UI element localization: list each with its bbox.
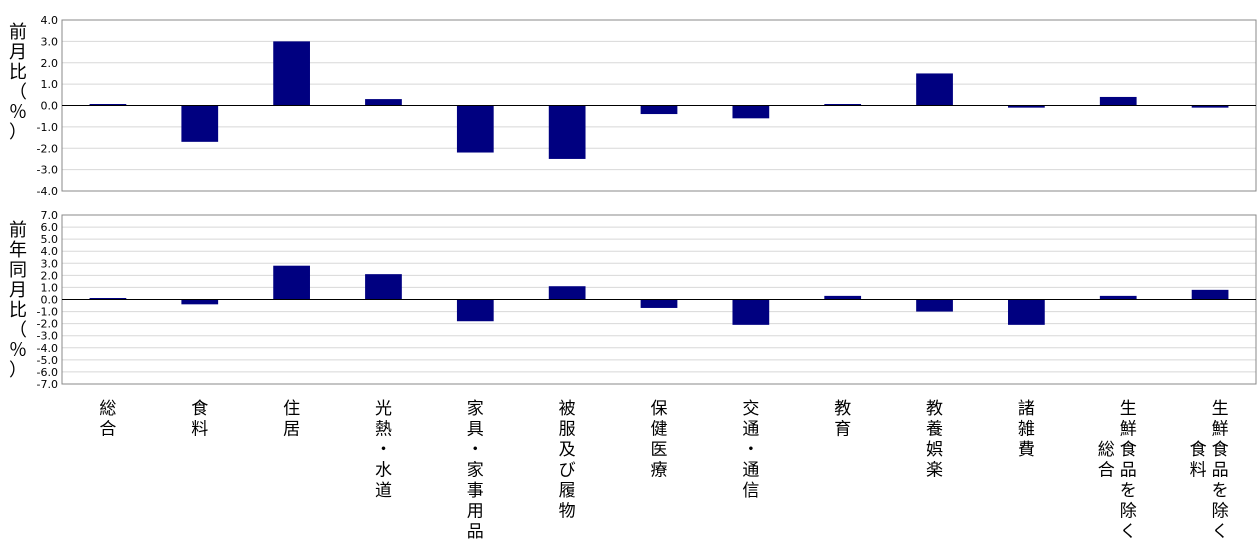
monthly-y-tick-label: -3.0 xyxy=(37,164,58,177)
monthly-bar-8 xyxy=(824,104,862,106)
category-text: 総合 xyxy=(1098,440,1115,481)
monthly-bar-12 xyxy=(1191,105,1229,108)
monthly-change-panel: 4.0 3.0 2.0 1.0 0.0 -1.0 -2.0 -3.0 -4.0 前月比（％） xyxy=(9,14,1257,198)
monthly-y-tick-label: -2.0 xyxy=(37,142,58,155)
category-text: 生鮮食品を除く xyxy=(1212,399,1229,542)
category-label-4: 家具・家事用品 xyxy=(467,399,484,542)
category-label-7: 交通・通信 xyxy=(742,399,759,501)
monthly-y-tick-label: 3.0 xyxy=(41,35,59,48)
yearly-bar-6 xyxy=(640,299,678,308)
yearly-y-tick-label: 3.0 xyxy=(41,257,59,270)
monthly-bar-7 xyxy=(732,105,770,119)
monthly-bar-0 xyxy=(89,104,127,106)
yearly-y-tick-label: 6.0 xyxy=(41,221,59,234)
category-label-2: 住居 xyxy=(283,399,300,440)
yearly-y-axis-label: 前年同月比（％） xyxy=(9,220,27,381)
category-label-6: 保健医療 xyxy=(651,399,668,481)
monthly-y-tick-label: -1.0 xyxy=(37,121,58,134)
category-labels: 総合食料住居光熱・水道家具・家事用品被服及び履物保健医療交通・通信教育教養娯楽諸… xyxy=(99,399,1228,542)
monthly-bar-3 xyxy=(365,99,402,106)
category-text: 光熱・水道 xyxy=(375,399,392,501)
category-text: 生鮮食品を除く xyxy=(1120,399,1137,542)
yearly-y-tick-label: -4.0 xyxy=(37,342,58,355)
yearly-y-tick-label: -7.0 xyxy=(37,378,58,391)
yearly-bar-10 xyxy=(1008,299,1045,325)
yearly-bar-11 xyxy=(1099,295,1137,300)
monthly-y-axis-label: 前月比（％） xyxy=(9,22,27,143)
yearly-y-tick-label: 0.0 xyxy=(41,294,59,307)
category-text: 被服及び履物 xyxy=(559,399,576,522)
yearly-y-tick-label: -1.0 xyxy=(37,306,58,319)
yearly-y-tick-label: -5.0 xyxy=(37,354,58,367)
monthly-y-tick-label: 4.0 xyxy=(41,14,59,27)
category-text: 保健医療 xyxy=(651,399,668,481)
yearly-bar-1 xyxy=(181,299,219,305)
category-text: 総合 xyxy=(99,399,116,440)
category-text: 教育 xyxy=(834,399,851,440)
category-label-8: 教育 xyxy=(834,399,851,440)
monthly-y-tick-label: 1.0 xyxy=(41,78,59,91)
category-label-1: 食料 xyxy=(191,399,208,440)
monthly-bar-2 xyxy=(273,41,310,106)
category-text: 諸雑費 xyxy=(1018,399,1035,460)
yearly-y-tick-label: -3.0 xyxy=(37,330,58,343)
yearly-y-tick-label: 1.0 xyxy=(41,281,59,294)
monthly-y-tick-label: 2.0 xyxy=(41,57,59,70)
yearly-y-tick-label: 4.0 xyxy=(41,245,59,258)
monthly-bar-9 xyxy=(916,73,953,106)
category-text: 教養娯楽 xyxy=(926,399,943,481)
monthly-y-tick-label: -4.0 xyxy=(37,185,58,198)
monthly-bar-10 xyxy=(1008,105,1045,108)
yearly-bar-0 xyxy=(89,298,127,300)
yearly-y-tick-label: -2.0 xyxy=(37,318,58,331)
monthly-y-tick-label: 0.0 xyxy=(41,100,59,113)
yearly-y-tick-label: 5.0 xyxy=(41,233,59,246)
yearly-bar-9 xyxy=(916,299,953,312)
category-label-3: 光熱・水道 xyxy=(375,399,392,501)
yearly-bar-3 xyxy=(365,274,402,300)
monthly-bar-11 xyxy=(1099,96,1137,106)
yearly-bar-8 xyxy=(824,295,862,300)
category-label-9: 教養娯楽 xyxy=(926,399,943,481)
yearly-y-tick-label: 7.0 xyxy=(41,209,59,222)
yearly-y-tick-label: 2.0 xyxy=(41,269,59,282)
category-text: 住居 xyxy=(283,399,300,440)
category-label-5: 被服及び履物 xyxy=(559,399,576,522)
yearly-change-panel: 7.06.05.04.03.02.01.00.0-1.0-2.0-3.0-4.0… xyxy=(9,209,1257,391)
yearly-bar-2 xyxy=(273,265,310,300)
category-text: 食料 xyxy=(1190,440,1207,481)
yearly-bar-7 xyxy=(732,299,770,325)
monthly-bar-5 xyxy=(548,105,586,159)
category-text: 家具・家事用品 xyxy=(467,399,484,542)
yearly-bar-5 xyxy=(548,286,586,300)
category-label-0: 総合 xyxy=(99,399,116,440)
monthly-bar-4 xyxy=(456,105,494,153)
yearly-bar-4 xyxy=(456,299,494,322)
monthly-bar-6 xyxy=(640,105,678,115)
category-text: 食料 xyxy=(191,399,208,440)
yearly-bar-12 xyxy=(1191,289,1229,300)
yearly-y-tick-label: -6.0 xyxy=(37,366,58,379)
category-text: 交通・通信 xyxy=(742,399,759,501)
monthly-bar-1 xyxy=(181,105,219,142)
category-label-10: 諸雑費 xyxy=(1018,399,1035,460)
